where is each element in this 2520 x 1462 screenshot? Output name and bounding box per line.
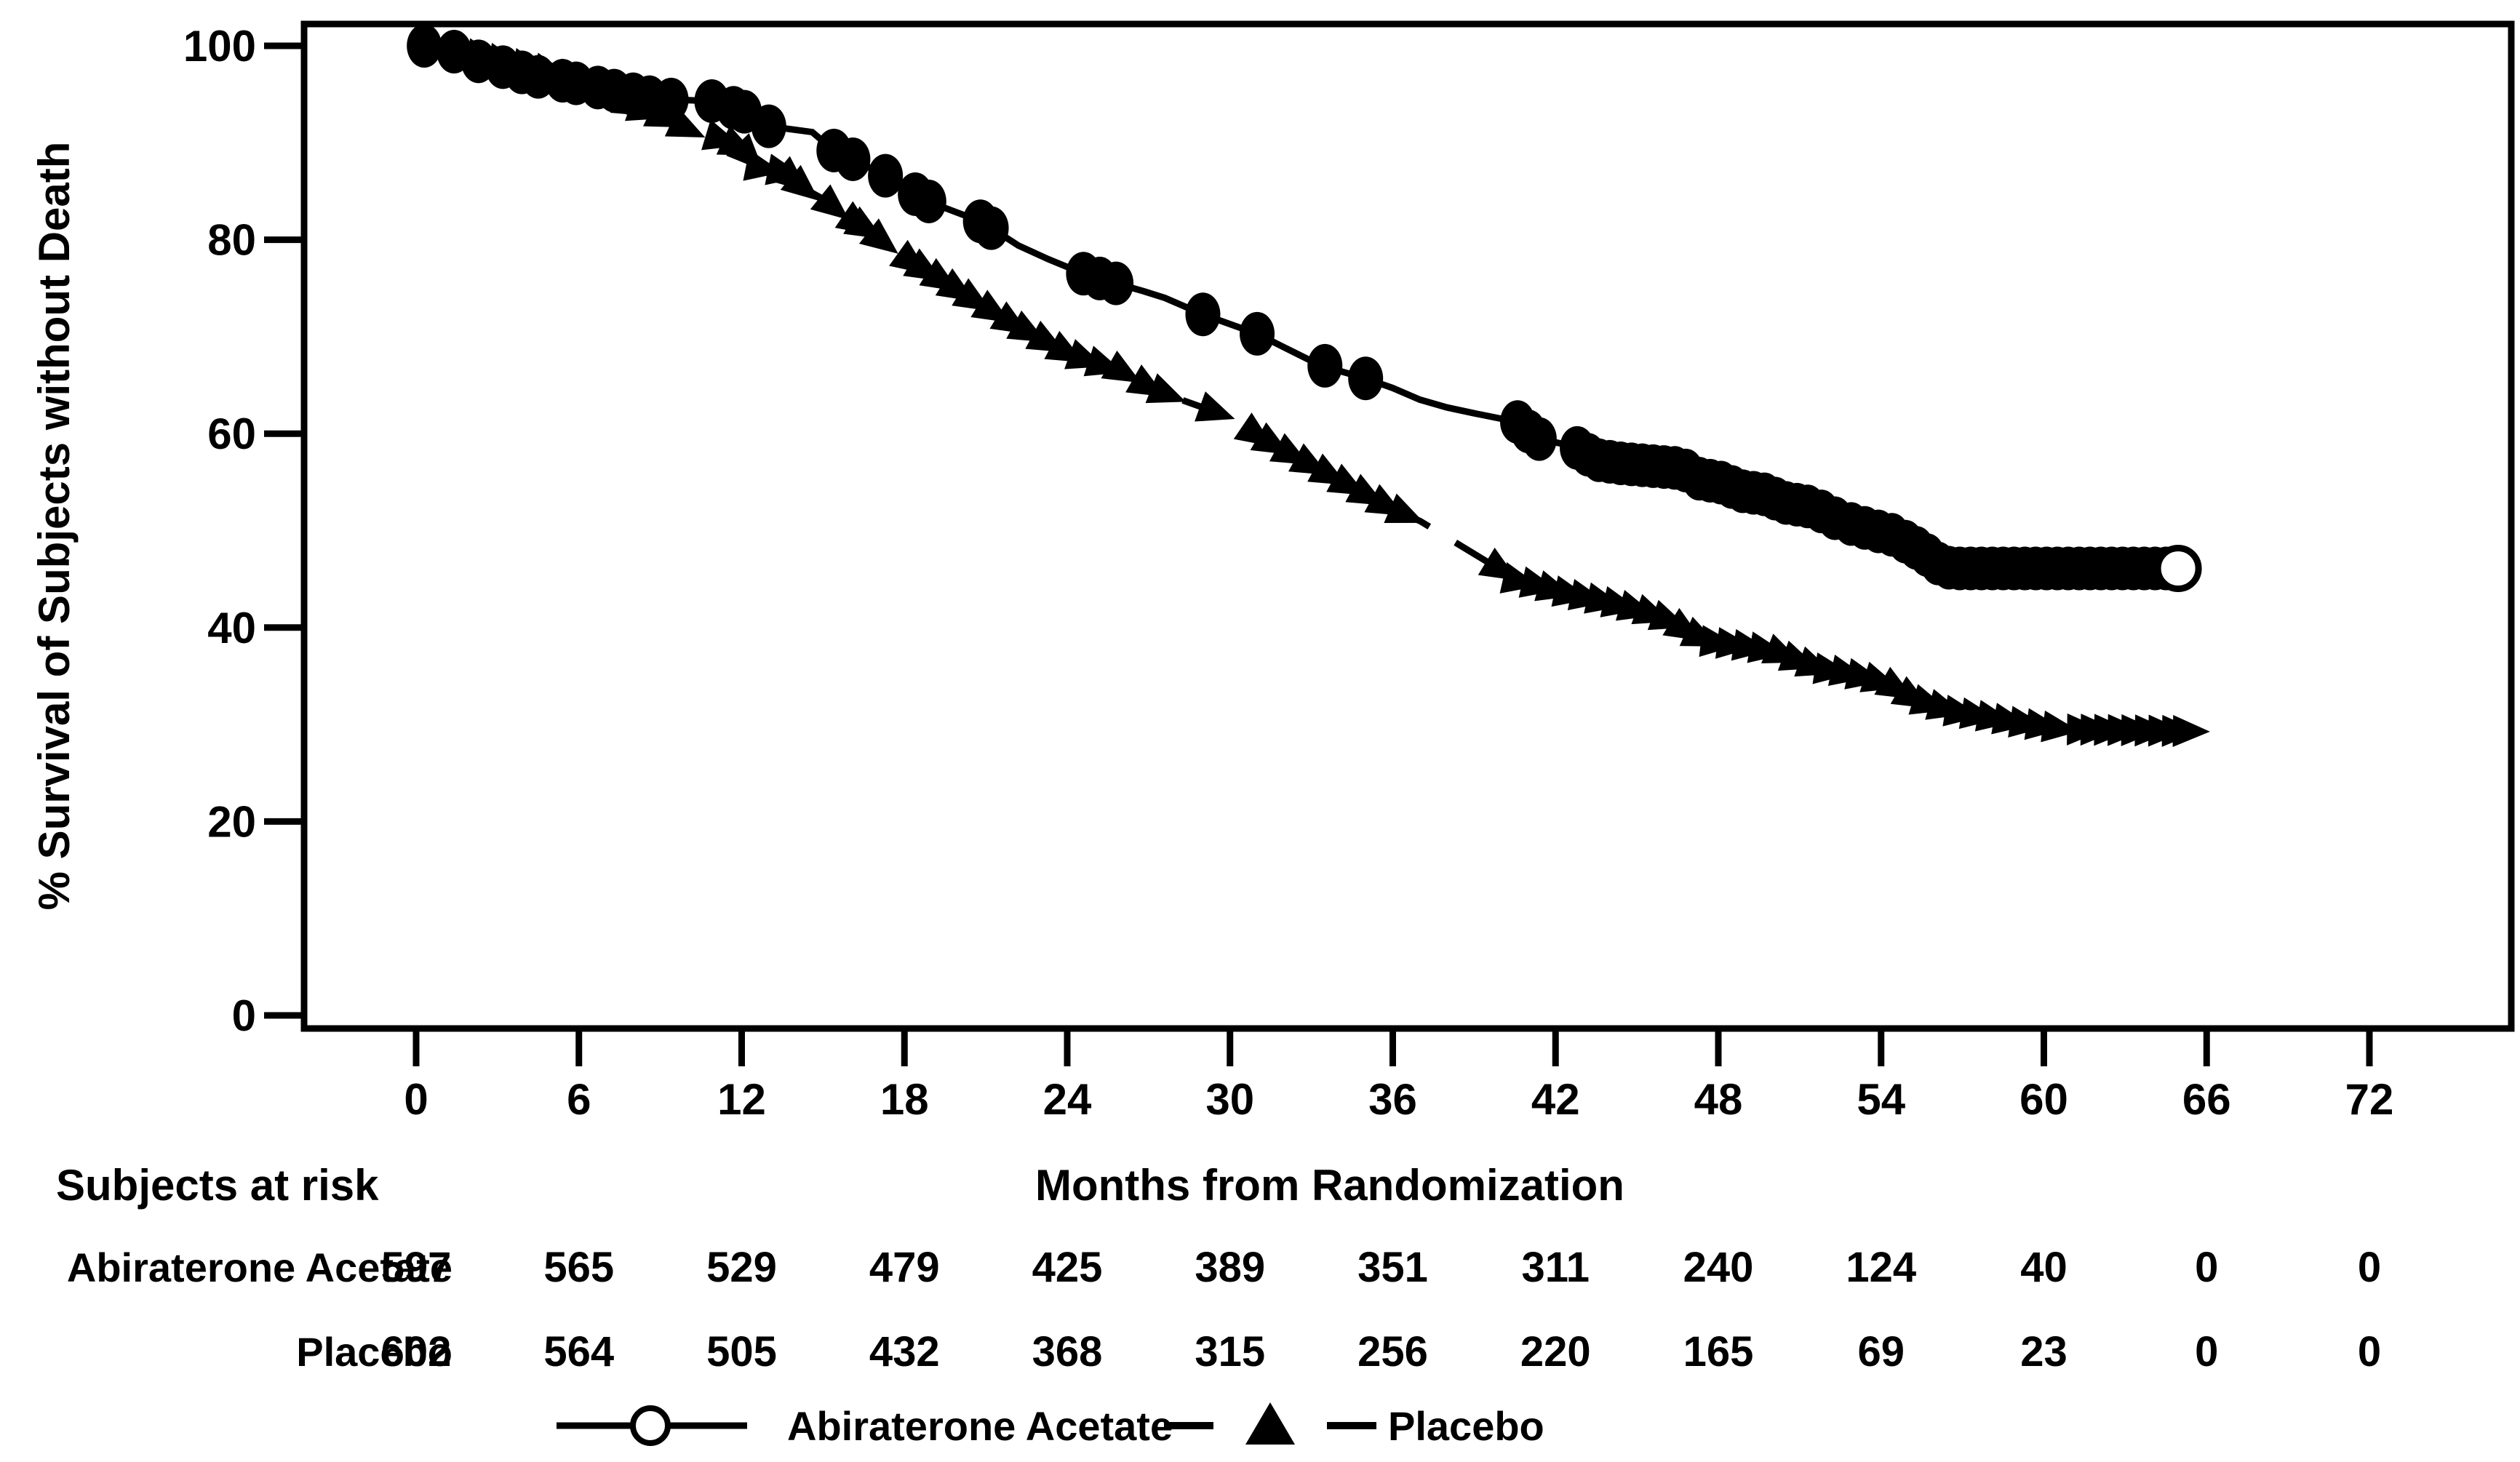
x-tick-label: 12 (717, 1075, 766, 1124)
end-open-circle-icon (2154, 544, 2202, 592)
x-axis-title: Months from Randomization (1035, 1161, 1624, 1210)
risk-count: 311 (1521, 1244, 1590, 1291)
risk-counts: 597 565 529 479 425 389 351 311 240 124 40 0 0 602 564… (381, 1244, 2382, 1375)
plot-border (300, 20, 2515, 1032)
risk-row-label-abiraterone: Abiraterone Acetate (67, 1245, 452, 1290)
censor-triangle-icon (583, 71, 624, 100)
censor-triangle-icon (1101, 350, 1141, 383)
censor-circle-icon (973, 206, 1009, 250)
legend: Abiraterone Acetate Placebo (557, 1402, 1544, 1449)
risk-count: 256 (1357, 1328, 1428, 1375)
legend-label-placebo: Placebo (1388, 1403, 1544, 1449)
risk-count: 602 (381, 1328, 452, 1375)
risk-count: 220 (1520, 1328, 1591, 1375)
censor-triangle-icon (2172, 715, 2210, 748)
survival-curves (407, 24, 2210, 748)
risk-table: Subjects at risk Abiraterone Acetate Pla… (56, 1161, 2381, 1375)
censor-circle-icon (1307, 343, 1343, 388)
censor-triangle-icon (664, 107, 706, 137)
risk-count: 432 (869, 1328, 940, 1375)
y-tick-label: 80 (207, 216, 256, 265)
x-tick-label: 72 (2345, 1075, 2394, 1124)
risk-count: 0 (2195, 1244, 2218, 1291)
x-tick-label: 30 (1205, 1075, 1254, 1124)
open-circle-icon (630, 1405, 671, 1446)
censor-triangle-icon (1195, 391, 1235, 422)
risk-count: 425 (1032, 1244, 1103, 1291)
risk-count: 565 (543, 1244, 614, 1291)
risk-count: 23 (2020, 1328, 2068, 1375)
risk-count: 505 (706, 1328, 777, 1375)
risk-count: 165 (1683, 1328, 1754, 1375)
x-tick-label: 54 (1857, 1075, 1905, 1124)
y-tick-label: 20 (207, 797, 256, 846)
censor-triangle-icon (1145, 373, 1187, 404)
censor-triangle-icon (810, 184, 850, 220)
y-tick-label: 40 (207, 604, 256, 652)
y-axis-title: % Survival of Subjects without Death (30, 142, 79, 911)
risk-count: 479 (869, 1244, 940, 1291)
risk-count: 240 (1683, 1244, 1754, 1291)
x-tick-label: 6 (567, 1075, 591, 1124)
censor-triangle-icon (780, 164, 820, 201)
censor-circle-icon (835, 137, 871, 181)
x-tick-label: 0 (404, 1075, 428, 1124)
risk-count: 124 (1846, 1244, 1916, 1291)
risk-table-header: Subjects at risk (56, 1161, 379, 1210)
x-tick-label: 18 (880, 1075, 929, 1124)
x-axis: 0 6 12 18 24 30 36 42 48 54 60 66 72 (404, 1028, 2393, 1124)
risk-count: 40 (2020, 1244, 2068, 1291)
risk-count: 597 (381, 1244, 452, 1291)
censor-circle-icon (751, 104, 786, 148)
risk-count: 0 (2358, 1328, 2381, 1375)
risk-count: 315 (1195, 1328, 1265, 1375)
censor-triangle-icon (858, 218, 898, 254)
censor-circle-icon (1185, 292, 1221, 337)
censor-circle-icon (407, 24, 442, 68)
censor-triangle-icon (551, 58, 593, 89)
censor-circle-icon (868, 153, 904, 198)
censor-circle-icon (1521, 417, 1557, 461)
y-tick-label: 100 (183, 22, 256, 71)
risk-count: 529 (706, 1244, 777, 1291)
risk-count: 0 (2195, 1328, 2218, 1375)
x-tick-label: 36 (1368, 1075, 1417, 1124)
y-tick-label: 60 (207, 410, 256, 458)
risk-count: 389 (1195, 1244, 1265, 1291)
censor-triangle-icon (1384, 493, 1424, 523)
x-tick-label: 24 (1043, 1075, 1092, 1124)
y-tick-label: 0 (232, 991, 256, 1040)
legend-label-abiraterone: Abiraterone Acetate (787, 1403, 1173, 1449)
risk-count: 368 (1032, 1328, 1103, 1375)
censor-circle-icon (1240, 311, 1275, 356)
y-axis: 0 20 40 60 80 100 (183, 22, 304, 1040)
x-tick-label: 66 (2182, 1075, 2231, 1124)
risk-count: 564 (543, 1328, 614, 1375)
x-tick-label: 42 (1531, 1075, 1580, 1124)
x-tick-label: 60 (2019, 1075, 2068, 1124)
curve-placebo (423, 42, 2190, 735)
risk-count: 0 (2358, 1244, 2381, 1291)
censor-triangle-icon (2041, 710, 2080, 743)
censor-circle-icon (1098, 261, 1134, 305)
risk-count: 69 (1857, 1328, 1905, 1375)
censor-circle-icon (1348, 356, 1384, 401)
filled-triangle-icon (1245, 1402, 1295, 1445)
x-tick-label: 48 (1694, 1075, 1743, 1124)
risk-count: 351 (1357, 1244, 1428, 1291)
risk-row-label-placebo: Placebo (296, 1329, 452, 1375)
censor-circle-icon (911, 179, 946, 223)
